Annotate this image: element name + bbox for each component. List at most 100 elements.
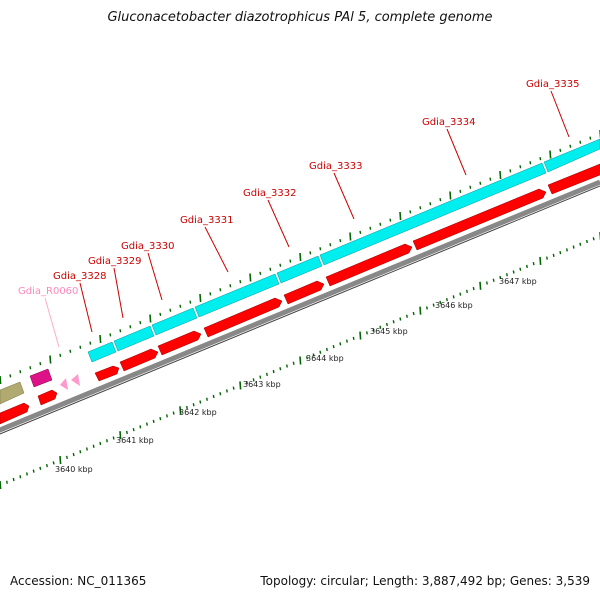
inner-tick xyxy=(39,466,42,471)
gene-label-r0060[interactable]: Gdia_R0060 xyxy=(18,286,78,297)
rev-cds-4[interactable] xyxy=(203,297,283,338)
cds-gdia-3333[interactable] xyxy=(319,162,547,266)
accession-text: Accession: NC_011365 xyxy=(10,574,147,588)
kbp-label-3646: 3646 kbp xyxy=(435,301,473,310)
rna-feature-1[interactable] xyxy=(60,378,68,390)
cds-gdia-3330[interactable] xyxy=(151,307,198,336)
genome-summary-text: Topology: circular; Length: 3,887,492 bp… xyxy=(260,574,590,588)
outer-tick xyxy=(39,361,42,366)
backbone-arc-shadow xyxy=(0,185,600,435)
inner-tick xyxy=(199,400,202,404)
inner-tick xyxy=(305,356,308,360)
inner-tick xyxy=(145,422,148,426)
outer-tick xyxy=(0,375,2,385)
rev-cds-2[interactable] xyxy=(119,348,159,372)
outer-tick xyxy=(199,293,202,303)
kbp-label-3641: 3641 kbp xyxy=(116,436,154,445)
cds-gdia-3334[interactable] xyxy=(543,138,600,173)
inner-tick xyxy=(85,447,88,451)
outer-tick xyxy=(409,210,412,214)
inner-tick xyxy=(32,469,35,473)
inner-tick xyxy=(372,328,375,332)
cds-gdia-3332[interactable] xyxy=(276,255,323,284)
gene-label-3335[interactable]: Gdia_3335 xyxy=(526,79,579,90)
kbp-label-3640: 3640 kbp xyxy=(55,465,93,474)
gene-label-3332[interactable]: Gdia_3332 xyxy=(243,188,296,199)
outer-tick xyxy=(519,165,522,169)
inner-tick xyxy=(5,480,8,484)
inner-tick xyxy=(552,253,555,258)
inner-tick xyxy=(525,264,528,269)
inner-tick xyxy=(205,397,208,401)
inner-tick xyxy=(425,306,428,310)
outer-tick xyxy=(269,267,272,271)
inner-tick xyxy=(252,378,255,382)
outer-tick xyxy=(299,252,302,262)
inner-tick xyxy=(19,475,22,479)
outer-tick xyxy=(19,370,22,374)
outer-tick xyxy=(49,355,52,364)
outer-tick xyxy=(449,191,452,200)
gene-label-3331[interactable]: Gdia_3331 xyxy=(180,215,233,226)
inner-tick xyxy=(12,477,15,482)
rev-cds-3[interactable] xyxy=(157,330,202,356)
inner-tick xyxy=(419,306,422,315)
inner-tick xyxy=(512,270,515,274)
inner-tick xyxy=(245,380,248,385)
kbp-label-3642: 3642 kbp xyxy=(179,408,217,417)
inner-tick xyxy=(172,411,175,415)
gene-label-3328[interactable]: Gdia_3328 xyxy=(53,271,106,282)
outer-tick xyxy=(119,329,122,333)
inner-tick xyxy=(279,367,282,371)
rev-cds-6[interactable] xyxy=(325,243,413,287)
outer-tick xyxy=(569,144,572,148)
cds-gdia-3331[interactable] xyxy=(194,273,280,318)
inner-tick xyxy=(192,403,195,407)
outer-tick xyxy=(439,197,442,202)
outer-tick xyxy=(549,150,552,159)
inner-tick xyxy=(459,292,462,296)
outer-tick xyxy=(399,211,402,221)
outer-tick xyxy=(59,353,62,358)
inner-tick xyxy=(179,406,182,415)
outer-tick xyxy=(9,374,12,378)
inner-tick xyxy=(412,311,415,316)
outer-tick xyxy=(89,341,92,345)
map-title: Gluconacetobacter diazotrophicus PAl 5, … xyxy=(107,10,493,25)
inner-tick xyxy=(472,286,475,291)
gene-label-3330[interactable]: Gdia_3330 xyxy=(121,241,174,252)
rev-cds-left-2[interactable] xyxy=(0,402,30,425)
cds-gdia-3329[interactable] xyxy=(113,325,155,352)
outer-tick xyxy=(169,308,172,312)
inner-tick xyxy=(119,431,122,440)
inner-tick xyxy=(405,314,408,318)
outer-tick xyxy=(149,314,152,323)
gene-label-3329[interactable]: Gdia_3329 xyxy=(88,256,141,267)
rna-feature-2[interactable] xyxy=(71,374,80,386)
pseudo-feature[interactable] xyxy=(29,368,53,388)
rev-cds-1[interactable] xyxy=(94,365,120,382)
inner-tick xyxy=(105,439,108,443)
outer-tick xyxy=(29,366,32,370)
outer-tick xyxy=(159,312,162,317)
rev-cds-7[interactable] xyxy=(412,188,547,251)
rev-cds-5[interactable] xyxy=(283,280,325,305)
kbp-label-3644: 3644 kbp xyxy=(306,354,344,363)
rev-cds-left-1[interactable] xyxy=(37,389,58,406)
inner-tick xyxy=(492,278,495,282)
inner-tick xyxy=(545,256,548,260)
gene-label-3333[interactable]: Gdia_3333 xyxy=(309,161,362,172)
other-feature[interactable] xyxy=(0,381,25,405)
inner-tick xyxy=(25,472,28,476)
outer-tick xyxy=(499,170,502,180)
rev-cds-8[interactable] xyxy=(547,163,600,195)
inner-tick xyxy=(565,248,568,252)
inner-tick xyxy=(65,455,68,459)
cds-gdia-3328[interactable] xyxy=(87,341,117,363)
outer-tick xyxy=(239,279,242,284)
gene-label-3334[interactable]: Gdia_3334 xyxy=(422,117,475,128)
outer-tick xyxy=(359,230,362,235)
inner-tick xyxy=(312,353,315,357)
inner-tick xyxy=(352,336,355,341)
outer-tick xyxy=(209,292,212,296)
